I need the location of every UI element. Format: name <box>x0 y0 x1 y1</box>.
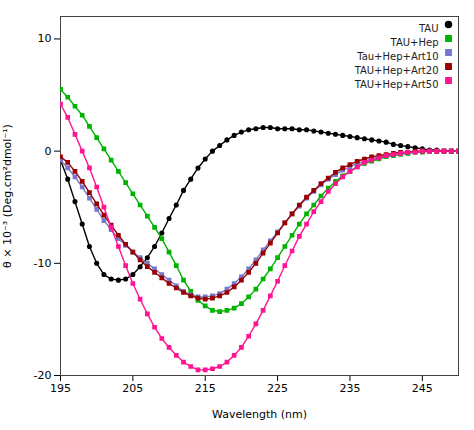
svg-text:θ × 10⁻³ (Deg.cm²dmol⁻¹): θ × 10⁻³ (Deg.cm²dmol⁻¹) <box>1 124 14 268</box>
svg-text:-20: -20 <box>34 369 52 382</box>
svg-text:TAU+Hep+Art20: TAU+Hep+Art20 <box>354 65 439 76</box>
svg-text:-10: -10 <box>34 257 52 270</box>
svg-text:225: 225 <box>267 382 288 395</box>
svg-text:TAU: TAU <box>418 23 439 34</box>
svg-text:195: 195 <box>50 382 71 395</box>
svg-text:215: 215 <box>195 382 216 395</box>
svg-text:TAU+Hep: TAU+Hep <box>390 37 439 48</box>
svg-text:Wavelength (nm): Wavelength (nm) <box>212 408 307 421</box>
svg-text:0: 0 <box>45 145 52 158</box>
svg-text:Tau+Hep+Art10: Tau+Hep+Art10 <box>356 51 438 62</box>
svg-text:235: 235 <box>339 382 360 395</box>
svg-text:245: 245 <box>412 382 433 395</box>
svg-text:TAU+Hep+Art50: TAU+Hep+Art50 <box>354 79 439 90</box>
svg-text:205: 205 <box>122 382 143 395</box>
svg-text:10: 10 <box>38 32 52 45</box>
